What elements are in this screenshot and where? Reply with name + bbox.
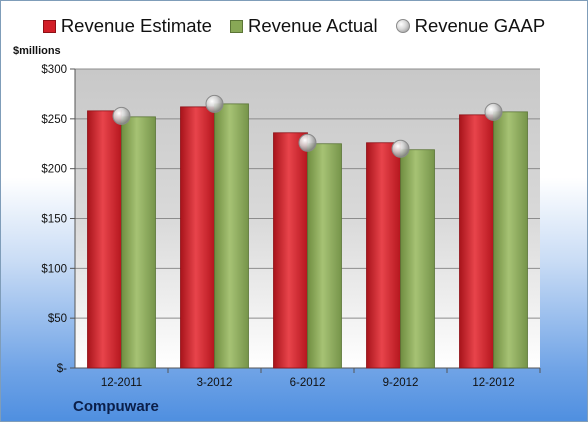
legend: Revenue Estimate Revenue Actual Revenue … <box>1 15 587 37</box>
x-tick-label: 6-2012 <box>290 377 326 389</box>
y-tick-label: $250 <box>41 114 67 126</box>
bar-revenue-estimate <box>366 142 401 369</box>
bar-revenue-actual <box>121 116 156 369</box>
y-tick-label: $50 <box>48 313 67 325</box>
x-tick-label: 12-2011 <box>101 377 142 389</box>
bar-revenue-actual <box>307 143 342 369</box>
y-tick-label: $150 <box>41 214 67 226</box>
bar-revenue-actual <box>214 103 249 369</box>
x-tick-label: 3-2012 <box>197 377 233 389</box>
bar-revenue-estimate <box>459 114 494 369</box>
point-revenue-gaap <box>391 139 410 158</box>
legend-label-estimate: Revenue Estimate <box>60 15 212 36</box>
legend-item-estimate: Revenue Estimate <box>42 15 212 37</box>
legend-marker-gaap <box>395 19 410 33</box>
legend-swatch-estimate <box>42 19 56 33</box>
legend-item-gaap: Revenue GAAP <box>395 15 546 37</box>
point-revenue-gaap <box>112 106 131 125</box>
legend-swatch-actual <box>229 19 243 33</box>
y-axis-unit-label: $millions <box>13 45 61 57</box>
y-tick-label: $- <box>57 363 67 375</box>
legend-item-actual: Revenue Actual <box>229 15 378 37</box>
x-tick-label: 9-2012 <box>383 377 419 389</box>
bar-revenue-estimate <box>273 132 308 369</box>
bar-revenue-estimate <box>180 106 215 369</box>
legend-label-gaap: Revenue GAAP <box>414 15 546 36</box>
y-tick-label: $200 <box>41 164 67 176</box>
y-tick-label: $100 <box>41 263 67 275</box>
point-revenue-gaap <box>484 102 503 121</box>
company-name: Compuware <box>73 398 159 415</box>
bar-revenue-actual <box>400 149 435 369</box>
legend-label-actual: Revenue Actual <box>247 15 378 36</box>
point-revenue-gaap <box>205 94 224 113</box>
y-tick-label: $300 <box>41 64 67 76</box>
x-tick-label: 12-2012 <box>472 377 514 389</box>
bar-revenue-actual <box>493 111 528 369</box>
point-revenue-gaap <box>298 133 317 152</box>
bar-revenue-estimate <box>87 110 122 369</box>
